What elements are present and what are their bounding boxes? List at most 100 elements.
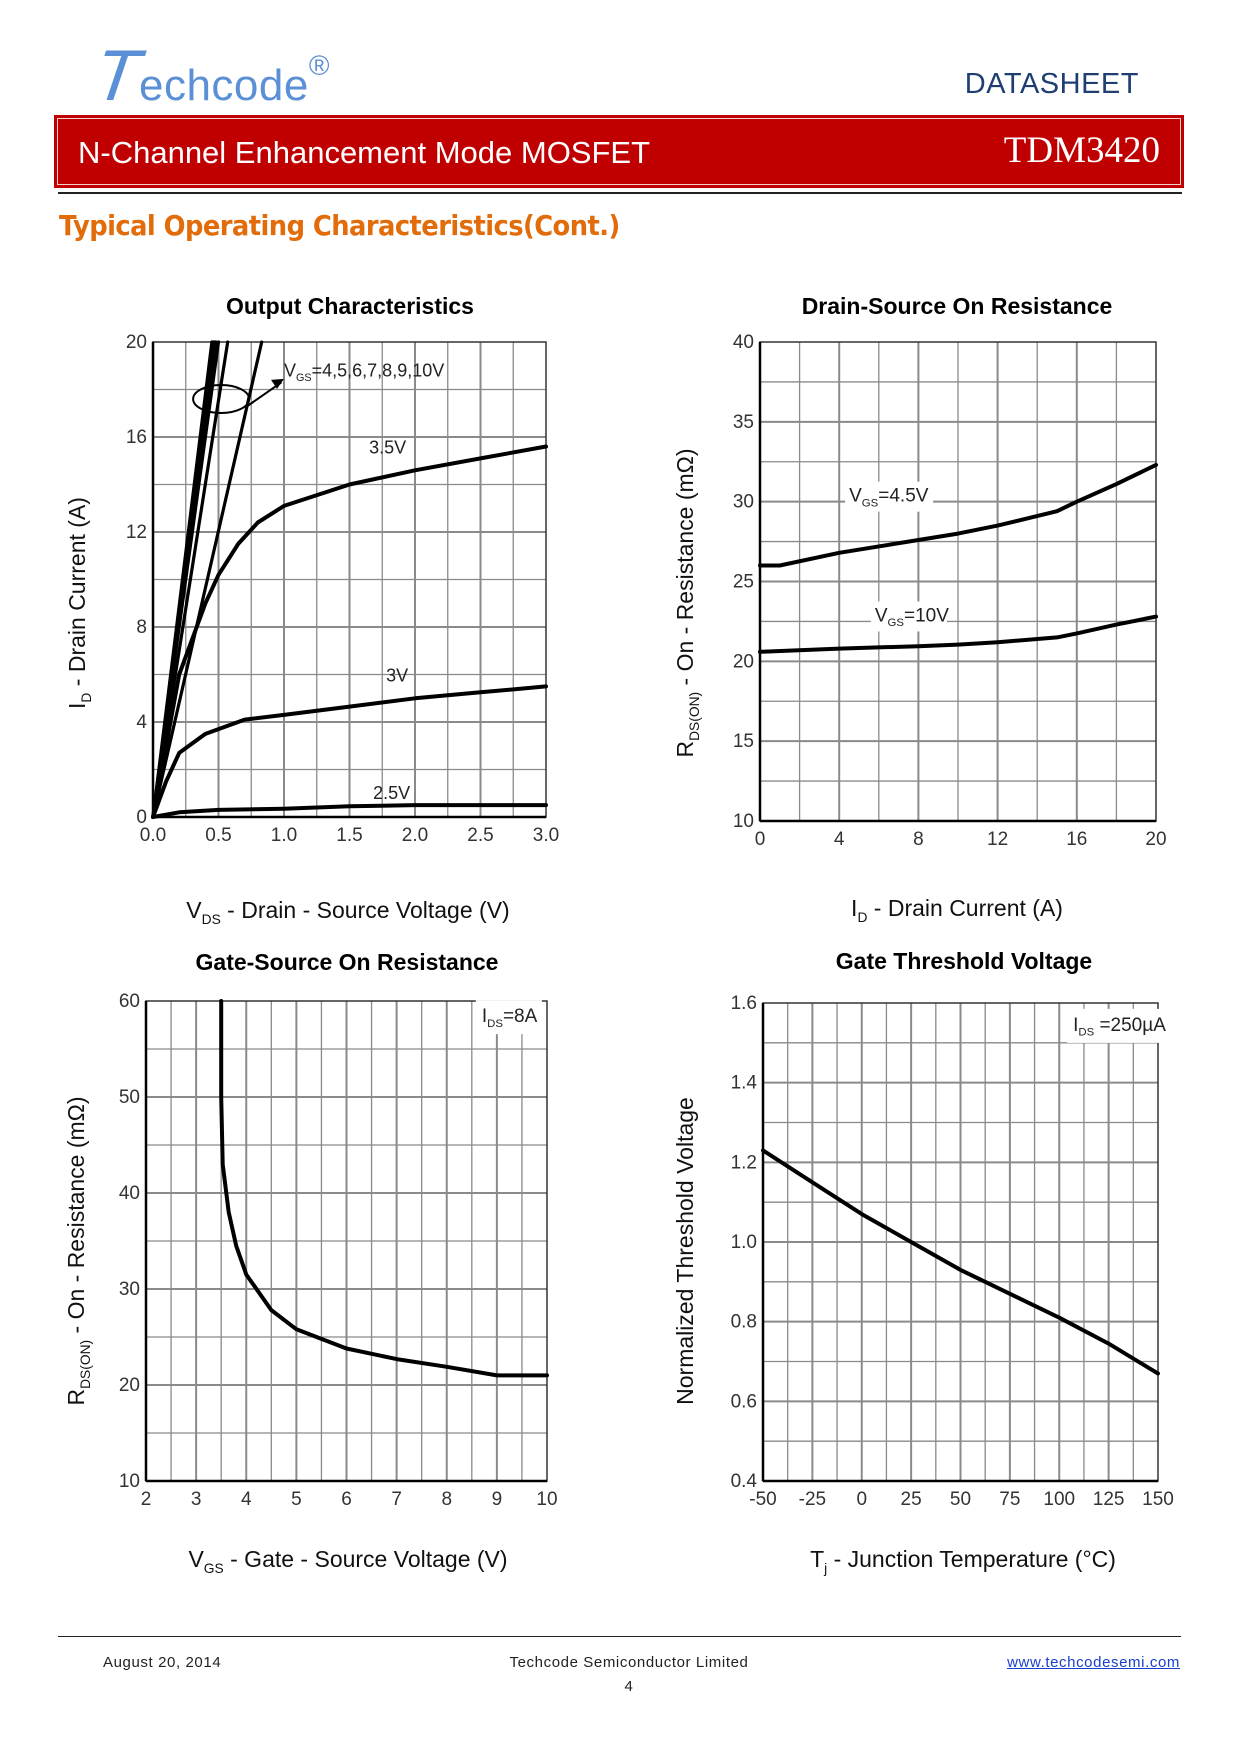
label-background	[475, 1000, 542, 1035]
series-line-9	[151, 684, 548, 819]
series-line-1	[219, 999, 549, 1378]
y-tick-label: 12	[126, 522, 147, 543]
x-tick-label: 2.0	[402, 825, 428, 846]
label-main: R	[672, 741, 698, 758]
x-tick-label: 1.5	[336, 825, 362, 846]
label-main: I	[64, 703, 90, 709]
chart-title: Output Characteristics	[226, 293, 474, 319]
label-subscript: D	[857, 910, 867, 925]
series-label: 3.5V	[369, 438, 406, 458]
label-subscript: GS	[862, 497, 879, 509]
x-tick-label: 1.0	[271, 825, 297, 846]
series-label: VGS=10V	[875, 605, 949, 629]
y-tick-label: 0.8	[731, 1312, 757, 1333]
y-tick-label: 0	[136, 807, 147, 828]
x-axis-label: ID - Drain Current (A)	[851, 895, 1063, 925]
y-tick-label: 4	[136, 712, 147, 733]
chart-title: Gate-Source On Resistance	[196, 949, 499, 975]
y-tick-label: 60	[119, 991, 140, 1012]
label-main: V	[284, 360, 296, 380]
y-tick-label: 20	[126, 332, 147, 353]
y-tick-label: 1.6	[731, 993, 757, 1014]
x-tick-label: 0.5	[205, 825, 231, 846]
label-main: R	[63, 1389, 89, 1406]
y-axis-label: RDS(ON) - On - Resistance (mΩ)	[672, 448, 702, 757]
label-subscript: GS	[296, 372, 312, 384]
label-rest: - Drain Current (A)	[64, 497, 90, 693]
chart-title: Gate Threshold Voltage	[836, 948, 1092, 974]
y-tick-label: 10	[119, 1471, 140, 1492]
website-link[interactable]: www.techcodesemi.com	[1007, 1654, 1180, 1671]
y-tick-label: 0.4	[731, 1471, 758, 1492]
series-line-10	[151, 803, 548, 819]
x-tick-label: 4	[241, 1489, 252, 1510]
x-tick-label: 2	[141, 1489, 152, 1510]
footer-company: Techcode Semiconductor Limited	[509, 1654, 749, 1671]
x-tick-label: 2.5	[467, 825, 493, 846]
label-subscript: DS	[1078, 1027, 1094, 1039]
series-label: VGS=4.5V	[849, 486, 929, 510]
banner-border	[57, 118, 1181, 185]
label-main: V	[188, 1546, 204, 1572]
y-tick-label: 1.4	[731, 1073, 758, 1094]
x-tick-label: 75	[999, 1489, 1020, 1510]
x-tick-label: 6	[341, 1489, 352, 1510]
x-tick-label: 16	[1066, 829, 1087, 850]
footer-divider	[58, 1636, 1181, 1637]
x-tick-label: 100	[1043, 1489, 1075, 1510]
label-rest: - Drain Current (A)	[867, 895, 1063, 921]
series-line-1	[761, 1148, 1160, 1376]
series-line-7	[151, 340, 214, 819]
page-number: 4	[624, 1678, 634, 1695]
y-tick-label: 15	[733, 731, 754, 752]
x-tick-label: -50	[749, 1489, 776, 1510]
x-tick-label: 4	[834, 829, 845, 850]
label-background	[1067, 1008, 1180, 1043]
label-subscript: j	[823, 1561, 827, 1576]
x-tick-label: 3.0	[533, 825, 559, 846]
label-subscript: DS(ON)	[78, 1340, 93, 1389]
x-axis-label: VGS - Gate - Source Voltage (V)	[188, 1546, 507, 1576]
series-line-8	[151, 444, 548, 819]
series-line-1	[151, 340, 264, 819]
x-tick-label: 0	[755, 829, 766, 850]
label-rest: =4,5,6,7,8,9,10V	[312, 360, 445, 380]
x-tick-label: 10	[536, 1489, 557, 1510]
x-tick-label: 0	[856, 1489, 867, 1510]
y-tick-label: 30	[119, 1279, 140, 1300]
label-subscript: DS	[487, 1018, 503, 1030]
x-tick-label: -25	[799, 1489, 826, 1510]
label-main: V	[849, 486, 862, 507]
y-tick-label: 40	[119, 1183, 140, 1204]
x-tick-label: 3	[191, 1489, 202, 1510]
label-subscript: DS(ON)	[687, 692, 702, 741]
series-label: 3V	[386, 666, 408, 686]
chart-title: Drain-Source On Resistance	[802, 293, 1113, 319]
banner-title: N-Channel Enhancement Mode MOSFET	[78, 135, 651, 170]
label-main: Normalized Threshold Voltage	[672, 1097, 698, 1405]
x-tick-label: 9	[492, 1489, 503, 1510]
series-line-2	[758, 614, 1158, 654]
condition-annotation: IDS =250µA	[1073, 1015, 1166, 1039]
y-tick-label: 20	[119, 1375, 140, 1396]
registered-mark: ®	[308, 50, 330, 81]
y-axis-label: Normalized Threshold Voltage	[672, 1097, 698, 1405]
label-subscript: GS	[888, 617, 905, 629]
label-main: V	[186, 897, 202, 923]
label-rest: - On - Resistance (mΩ)	[63, 1096, 89, 1339]
chart-1: 0.0 0.5 1.0 1.5 2.0 2.5 3.0 0 4 8 12 16 20 Output Cha…	[64, 293, 559, 927]
label-rest: - Drain - Source Voltage (V)	[221, 897, 510, 923]
label-background	[870, 601, 947, 632]
x-tick-label: 50	[950, 1489, 971, 1510]
section-title: Typical Operating Characteristics(Cont.)	[59, 209, 620, 242]
x-tick-label: 20	[1145, 829, 1166, 850]
header-divider	[58, 192, 1182, 194]
chart-3: 2 3 4 5 6 7 8 9 10 10 20 30 40 50 60 Gate-Source On Res…	[63, 949, 558, 1576]
x-tick-label: 12	[987, 829, 1008, 850]
label-rest: =4.5V	[878, 486, 929, 507]
y-tick-label: 10	[733, 811, 754, 832]
footer-date: August 20, 2014	[103, 1654, 222, 1671]
label-main: I	[1073, 1015, 1078, 1036]
label-subscript: D	[79, 693, 94, 703]
